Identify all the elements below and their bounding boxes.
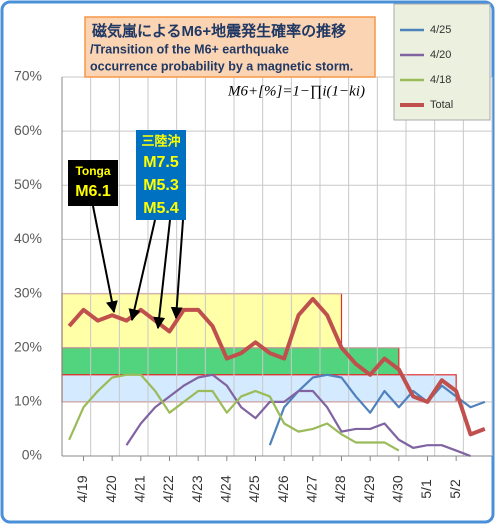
y-tick-label: 40% — [14, 230, 42, 246]
arrow — [153, 219, 171, 330]
y-tick-label: 70% — [14, 68, 42, 84]
annotation: M6.1 — [75, 183, 111, 200]
legend-label: Total — [430, 99, 453, 111]
title-box — [84, 16, 376, 78]
x-tick-label: 4/28 — [332, 475, 348, 502]
y-tick-label: 10% — [14, 393, 42, 409]
x-tick-label: 4/26 — [275, 475, 291, 502]
y-tick-label: 60% — [14, 122, 42, 138]
x-tick-label: 5/1 — [418, 479, 434, 499]
legend — [393, 3, 491, 121]
arrow — [92, 205, 118, 314]
annotation: M7.5 — [143, 154, 179, 171]
line-series — [125, 373, 471, 458]
formula: M6+[%]=1−∏i(1−ki) — [227, 83, 365, 99]
x-tick-label: 4/20 — [103, 475, 119, 502]
threshold-band — [61, 292, 343, 349]
plot: 0% 10% 20% 30% 40% 50% 60% 70% 4/19 4/20 4/21 4/22 4… — [14, 68, 493, 503]
x-tick-label: 4/21 — [132, 475, 148, 502]
subtitle: /Transition of the M6+ earthquake — [90, 42, 289, 56]
x-tick-label: 4/23 — [189, 475, 205, 502]
x-tick-label: 4/27 — [304, 475, 320, 502]
x-tick-label: 4/29 — [361, 475, 377, 502]
arrow — [128, 219, 156, 322]
y-tick-label: 20% — [14, 338, 42, 354]
legend-items: 4/25 4/20 4/18 Total — [400, 24, 453, 111]
x-tick-label: 4/24 — [218, 475, 234, 502]
annotation: Tonga — [75, 164, 110, 178]
legend-label: 4/20 — [430, 49, 451, 61]
y-tick-label: 30% — [14, 284, 42, 300]
legend-label: 4/25 — [430, 24, 451, 36]
arrow — [170, 219, 184, 320]
annotation: M5.4 — [143, 200, 179, 217]
y-tick-label: 0% — [22, 447, 42, 463]
x-tick-label: 4/30 — [390, 475, 406, 502]
x-tick-label: 4/19 — [74, 475, 90, 502]
annotation-box — [136, 130, 186, 220]
subtitle: occurrence probability by a magnetic sto… — [90, 59, 353, 73]
x-tick-label: 5/2 — [447, 479, 463, 499]
x-tick-label: 4/22 — [160, 475, 176, 502]
annotation-box — [68, 160, 118, 206]
x-tick-label: 4/25 — [246, 475, 262, 502]
annotation: M5.3 — [143, 177, 179, 194]
line-series — [68, 373, 400, 452]
overlay: 磁気嵐によるM6+地震発生確率の推移 /Transition of the M6… — [68, 3, 491, 330]
threshold-band — [61, 374, 457, 403]
annotation: 三陸沖 — [141, 133, 180, 148]
legend-label: 4/18 — [430, 74, 451, 86]
y-tick-label: 50% — [14, 176, 42, 192]
chart-title: 磁気嵐によるM6+地震発生確率の推移 — [92, 22, 346, 40]
line-series — [268, 373, 486, 446]
